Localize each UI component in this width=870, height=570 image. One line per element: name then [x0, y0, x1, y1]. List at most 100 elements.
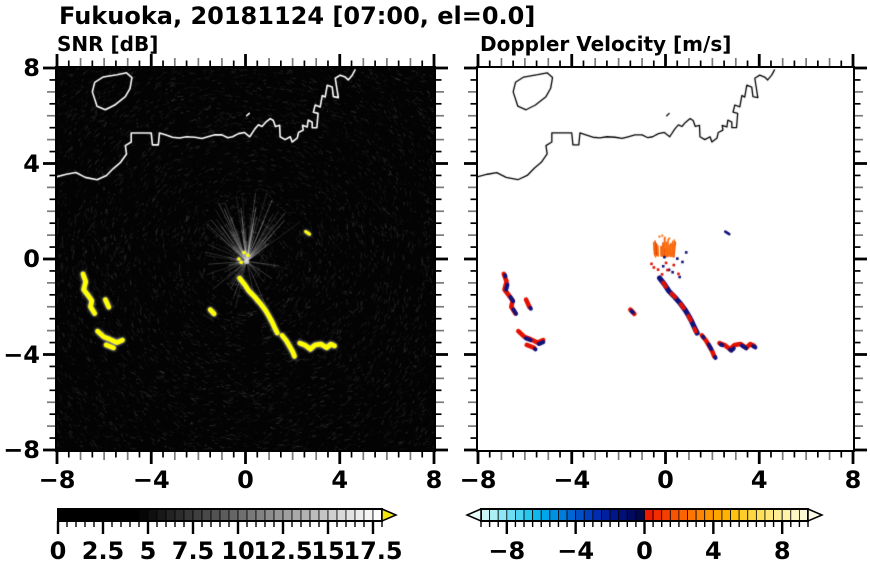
snr-colorbar-cell: [264, 508, 275, 522]
snr-colorbar-cell: [210, 508, 221, 522]
x-tick-label: −8: [38, 466, 76, 494]
snr-colorbar-cell: [111, 508, 122, 522]
snr-colorbar-tick-label: 0: [49, 537, 67, 565]
snr-colorbar-tick-label: 5: [139, 537, 157, 565]
velocity-colorbar-cell: [497, 508, 508, 522]
x-tick-label: 0: [657, 466, 674, 494]
snr-colorbar-cell: [120, 508, 131, 522]
snr-colorbar-cell: [300, 508, 311, 522]
snr-colorbar-cell: [93, 508, 104, 522]
velocity-panel-title: Doppler Velocity [m/s]: [480, 32, 732, 56]
velocity-colorbar-cell: [755, 508, 766, 522]
velocity-colorbar-over-arrow: [807, 507, 824, 523]
velocity-colorbar-cell: [704, 508, 714, 522]
velocity-colorbar-cell: [747, 508, 757, 522]
velocity-colorbar-cell: [549, 508, 559, 522]
y-tick-label: 4: [23, 149, 40, 178]
velocity-colorbar-cell: [583, 508, 594, 522]
snr-panel-title: SNR [dB]: [57, 32, 159, 56]
snr-colorbar-cell: [129, 508, 140, 522]
velocity-colorbar-cell: [515, 508, 525, 522]
velocity-colorbar-cell: [523, 508, 534, 522]
velocity-colorbar-cell: [506, 508, 516, 522]
velocity-colorbar-cell: [592, 508, 602, 522]
x-tick-label: 4: [750, 466, 768, 494]
velocity-colorbar-tick-label: 0: [636, 537, 653, 565]
snr-colorbar-cell: [66, 508, 77, 522]
velocity-colorbar-cell: [773, 508, 783, 522]
velocity-colorbar-cell: [738, 508, 749, 522]
velocity-colorbar-cell: [626, 508, 637, 522]
snr-colorbar-cell: [75, 508, 86, 522]
velocity-colorbar-cell: [721, 508, 731, 522]
snr-colorbar-cell: [165, 508, 176, 522]
snr-colorbar-cell: [354, 508, 365, 522]
velocity-colorbar-cell: [661, 508, 671, 522]
velocity-colorbar-cell: [678, 508, 688, 522]
velocity-colorbar-cell: [618, 508, 628, 522]
figure-title: Fukuoka, 20181124 [07:00, el=0.0]: [59, 2, 536, 30]
velocity-colorbar-cell: [558, 508, 568, 522]
velocity-colorbar-cell: [798, 508, 809, 522]
snr-colorbar-over-arrow: [381, 507, 398, 523]
snr-colorbar-cell: [102, 508, 113, 522]
snr-colorbar-tick-label: 17.5: [343, 537, 403, 565]
velocity-colorbar-cell: [687, 508, 697, 522]
velocity-colorbar-cell: [489, 508, 499, 522]
snr-colorbar-cell: [174, 508, 185, 522]
velocity-colorbar-cell: [730, 508, 740, 522]
snr-colorbar-cell: [138, 508, 149, 522]
velocity-colorbar-cell: [669, 508, 680, 522]
snr-colorbar-cell: [192, 508, 203, 522]
velocity-colorbar-cell: [532, 508, 542, 522]
velocity-colorbar-cell: [764, 508, 774, 522]
velocity-colorbar-cell: [790, 508, 800, 522]
y-tick-label: 8: [23, 54, 40, 82]
snr-colorbar-cell: [246, 508, 257, 522]
snr-colorbar-cell: [291, 508, 302, 522]
velocity-colorbar-cell: [695, 508, 706, 522]
velocity-colorbar-cell: [644, 508, 654, 522]
velocity-colorbar-tick-label: 8: [773, 537, 791, 565]
velocity-colorbar-cell: [540, 508, 551, 522]
x-tick-label: 4: [331, 466, 349, 494]
velocity-colorbar-cell: [566, 508, 577, 522]
snr-colorbar-cell: [327, 508, 338, 522]
velocity-colorbar-cell: [635, 508, 645, 522]
snr-colorbar-cell: [363, 508, 374, 522]
snr-colorbar-cell: [183, 508, 194, 522]
snr-colorbar-frame: [57, 508, 383, 522]
snr-colorbar-tick-label: 2.5: [81, 537, 125, 565]
velocity-colorbar-cell: [781, 508, 792, 522]
x-tick-label: 0: [237, 466, 254, 494]
snr-colorbar-cell: [309, 508, 320, 522]
snr-plot-canvas: [55, 66, 436, 452]
snr-colorbar-cell: [156, 508, 167, 522]
x-tick-label: 8: [425, 466, 443, 494]
velocity-colorbar-tick-label: −8: [488, 537, 526, 565]
snr-colorbar-cell: [282, 508, 293, 522]
snr-colorbar-tick-label: 15: [311, 537, 345, 565]
y-tick-label: 0: [23, 245, 40, 273]
velocity-plot-canvas: [476, 66, 855, 452]
velocity-colorbar-under-arrow: [465, 507, 482, 523]
snr-colorbar-tick-label: 12.5: [253, 537, 313, 565]
snr-colorbar-tick-label: 10: [221, 537, 255, 565]
velocity-colorbar-cell: [652, 508, 663, 522]
velocity-colorbar-tick-label: −4: [557, 537, 595, 565]
velocity-colorbar-frame: [480, 508, 809, 522]
velocity-colorbar-cell: [480, 508, 491, 522]
snr-colorbar-cell: [237, 508, 248, 522]
velocity-colorbar-tick-label: 4: [704, 537, 722, 565]
snr-colorbar-cell: [372, 508, 383, 522]
snr-colorbar-cell: [147, 508, 158, 522]
x-tick-label: −8: [459, 466, 497, 494]
snr-colorbar-cell: [57, 508, 68, 522]
snr-colorbar-cell: [84, 508, 95, 522]
velocity-colorbar-cell: [601, 508, 611, 522]
velocity-colorbar-cell: [609, 508, 620, 522]
y-tick-label: −4: [3, 340, 40, 369]
snr-colorbar-cell: [228, 508, 239, 522]
snr-colorbar-tick-label: 7.5: [171, 537, 215, 565]
